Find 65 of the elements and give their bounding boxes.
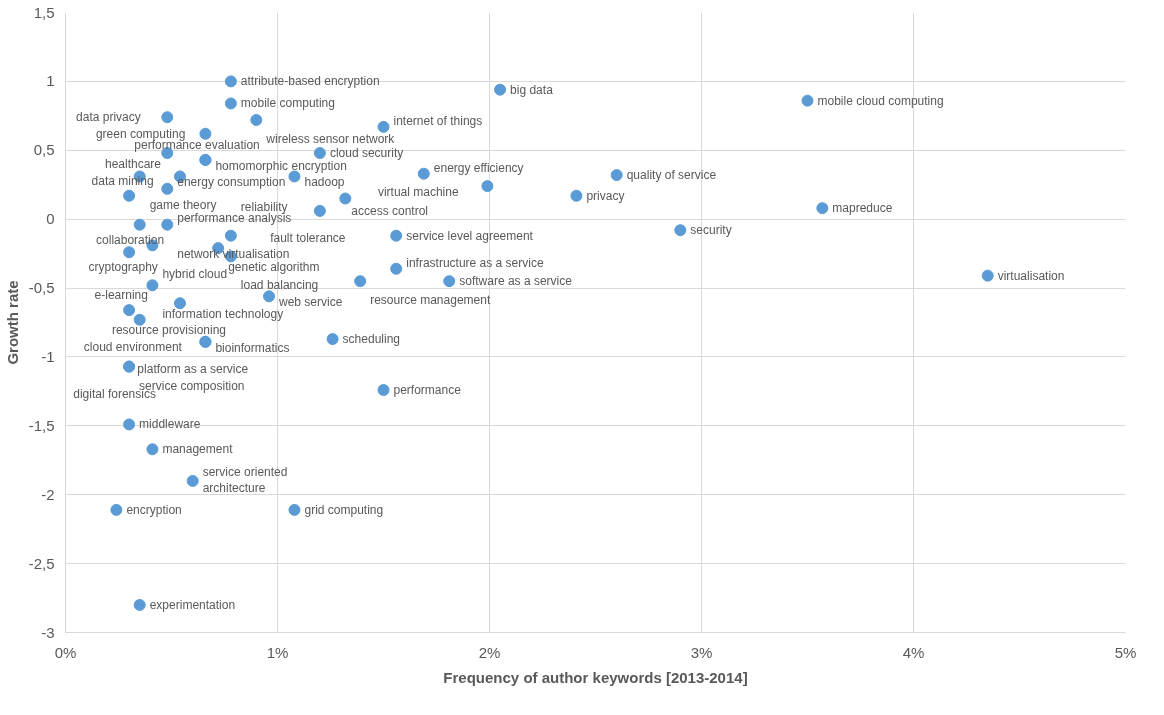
annotation: game theory (149, 198, 217, 213)
annotation: privacy (586, 188, 625, 203)
y-tick-label: -1,5 (28, 416, 55, 434)
annotation: big data (510, 82, 554, 97)
annotation: hybrid cloud (162, 267, 228, 282)
y-tick-label: -0,5 (28, 279, 55, 297)
annotation: virtualisation (997, 268, 1065, 283)
annotation: security (690, 223, 732, 238)
annotation: grid computing (304, 502, 384, 517)
annotation: infrastructure as a service (406, 255, 544, 270)
annotation: cloud environment (83, 339, 183, 354)
annotation: internet of things (393, 113, 483, 128)
annotation: collaboration (96, 232, 165, 247)
annotation: scheduling (342, 332, 400, 347)
annotation: resource management (370, 293, 491, 308)
annotation: mobile computing (240, 96, 335, 111)
y-tick-label: -2 (41, 485, 55, 503)
x-tick-label: 5% (1114, 643, 1137, 661)
annotation: quality of service (626, 168, 717, 183)
annotation: attribute-based encryption (240, 74, 380, 89)
annotation: healthcare (104, 157, 162, 172)
annotation: service level agreement (406, 228, 534, 243)
x-tick-label: 4% (902, 643, 925, 661)
y-tick-label: 1,5 (33, 3, 55, 21)
annotation: bioinformatics (215, 340, 290, 355)
annotation: performance (393, 383, 462, 398)
x-tick-label: 0% (54, 643, 77, 661)
annotation: encryption (126, 502, 182, 517)
annotation: mapreduce (832, 201, 893, 216)
annotation: platform as a service (137, 361, 249, 376)
annotation: cloud security (329, 146, 404, 161)
annotation: energy efficiency (433, 160, 524, 175)
annotation: energy consumption (177, 175, 286, 190)
annotation: genetic algorithm (228, 260, 320, 275)
y-axis-title: Growth rate (3, 280, 21, 365)
y-tick-label: -3 (41, 623, 55, 641)
annotation: management (162, 442, 234, 457)
x-axis-title: Frequency of author keywords [2013-2014] (443, 668, 748, 686)
annotation: hadoop (304, 175, 345, 190)
y-tick-label: 0 (46, 210, 55, 228)
annotation: wireless sensor network (265, 131, 396, 146)
annotation: web service (278, 295, 343, 310)
annotation: experimentation (149, 597, 236, 612)
annotation: service oriented architecture (202, 464, 288, 495)
y-tick-label: -1 (41, 347, 55, 365)
annotation: virtual machine (377, 185, 459, 200)
annotation: fault tolerance (270, 230, 346, 245)
annotation: cryptography (88, 260, 158, 275)
annotation: resource provisioning (111, 323, 226, 338)
annotation: e-learning (94, 288, 148, 303)
x-tick-label: 1% (266, 643, 289, 661)
annotation: software as a service (459, 274, 573, 289)
annotation: information technology (162, 307, 284, 322)
annotation: load balancing (240, 278, 319, 293)
x-tick-label: 3% (690, 643, 713, 661)
annotation: access control (351, 203, 429, 218)
annotation: mobile cloud computing (817, 93, 944, 108)
annotation: middleware (139, 417, 201, 432)
annotation: homomorphic encryption (215, 158, 347, 173)
annotation: data mining (91, 173, 154, 188)
x-tick-label: 2% (478, 643, 501, 661)
y-tick-label: -2,5 (28, 554, 55, 572)
y-tick-label: 0,5 (33, 141, 55, 159)
y-tick-label: 1 (46, 72, 55, 90)
annotation: data privacy (76, 110, 141, 125)
